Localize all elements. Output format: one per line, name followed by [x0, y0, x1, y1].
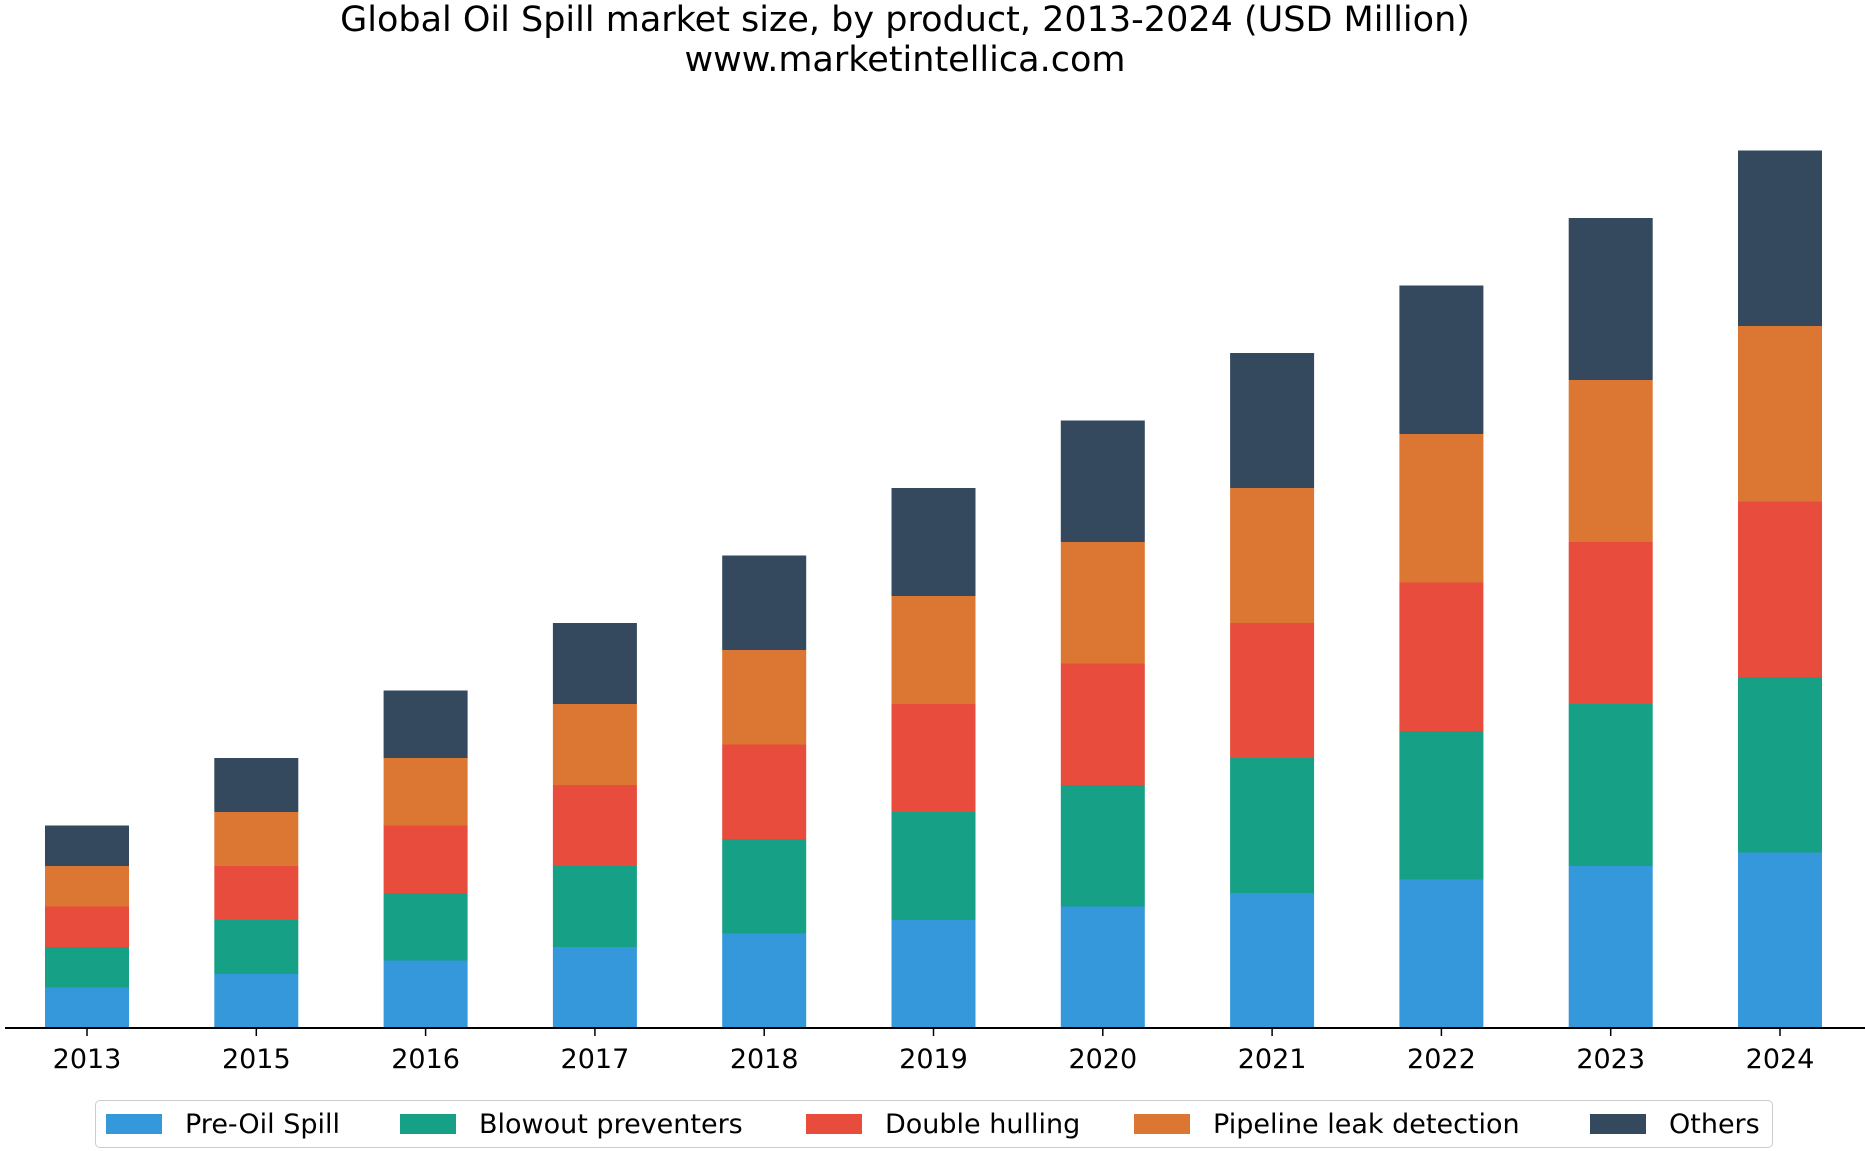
- bar-2021-double-hulling: [1230, 623, 1315, 758]
- x-tick-label-2019: 2019: [899, 1044, 968, 1075]
- chart-subtitle: www.marketintellica.com: [684, 40, 1126, 80]
- bar-2016-pre-oil-spill: [383, 960, 468, 1028]
- x-tick-label-2017: 2017: [561, 1044, 630, 1075]
- bar-2023-pipeline-leak-detection: [1568, 380, 1653, 542]
- bar-2021-pipeline-leak-detection: [1230, 488, 1315, 623]
- bar-2017-pipeline-leak-detection: [552, 704, 637, 785]
- legend-label: Others: [1669, 1108, 1760, 1140]
- bar-2013-pre-oil-spill: [45, 987, 129, 1028]
- chart-title: Global Oil Spill market size, by product…: [340, 0, 1470, 40]
- x-tick-label-2013: 2013: [53, 1044, 122, 1075]
- x-tick-label-2021: 2021: [1238, 1044, 1307, 1075]
- x-tick-label-2016: 2016: [391, 1044, 460, 1075]
- bar-2024-pipeline-leak-detection: [1738, 326, 1822, 502]
- bar-2016-others: [383, 690, 468, 758]
- bar-2021-blowout-preventers: [1230, 758, 1315, 893]
- bar-2024-others: [1738, 150, 1822, 326]
- bar-2019-double-hulling: [891, 704, 976, 812]
- bar-2015-pre-oil-spill: [214, 974, 299, 1028]
- legend-swatch: [1590, 1114, 1646, 1134]
- bar-2013-others: [45, 825, 129, 866]
- bar-2015-blowout-preventers: [214, 920, 299, 974]
- bar-2023-blowout-preventers: [1568, 704, 1653, 866]
- x-tick-label-2024: 2024: [1746, 1044, 1815, 1075]
- legend-label: Blowout preventers: [479, 1108, 743, 1140]
- x-tick-label-2018: 2018: [730, 1044, 799, 1075]
- bar-2015-double-hulling: [214, 866, 299, 920]
- plot-area: 2013 2015 2016 2017 2018 2019 2020 2021 2022 2023…: [5, 150, 1865, 1075]
- bar-2016-pipeline-leak-detection: [383, 758, 468, 826]
- bar-2013-double-hulling: [45, 906, 129, 947]
- bar-2022-double-hulling: [1399, 582, 1484, 731]
- bar-2015-pipeline-leak-detection: [214, 812, 299, 866]
- x-tick-label-2023: 2023: [1576, 1044, 1645, 1075]
- bar-2018-pipeline-leak-detection: [722, 650, 807, 745]
- bar-2020-double-hulling: [1060, 663, 1145, 785]
- legend-item-others: Others: [1590, 1101, 1760, 1147]
- bar-2019-pre-oil-spill: [891, 920, 976, 1028]
- bar-2020-others: [1060, 420, 1145, 542]
- bar-2013-pipeline-leak-detection: [45, 866, 129, 907]
- bar-2022-pipeline-leak-detection: [1399, 434, 1484, 583]
- bar-2020-pre-oil-spill: [1060, 906, 1145, 1028]
- x-axis-ticks: 2013 2015 2016 2017 2018 2019 2020 2021 2022 2023…: [53, 1028, 1815, 1075]
- bar-2018-pre-oil-spill: [722, 933, 807, 1028]
- bar-2020-pipeline-leak-detection: [1060, 542, 1145, 664]
- legend-item-blowout-preventers: Blowout preventers: [400, 1101, 743, 1147]
- bar-2017-others: [552, 623, 637, 704]
- legend-swatch: [806, 1114, 862, 1134]
- legend-swatch: [106, 1114, 162, 1134]
- bars-group: [45, 150, 1822, 1028]
- bar-2024-blowout-preventers: [1738, 677, 1822, 853]
- legend: Pre-Oil Spill Blowout preventers Double hu…: [95, 1100, 1773, 1148]
- bar-2019-pipeline-leak-detection: [891, 596, 976, 704]
- bar-2022-others: [1399, 285, 1484, 434]
- x-tick-label-2015: 2015: [222, 1044, 291, 1075]
- bar-2021-others: [1230, 353, 1315, 488]
- bar-2018-blowout-preventers: [722, 839, 807, 934]
- legend-item-pipeline-leak-detection: Pipeline leak detection: [1134, 1101, 1520, 1147]
- bar-2023-others: [1568, 218, 1653, 380]
- x-tick-label-2020: 2020: [1068, 1044, 1137, 1075]
- bar-2019-blowout-preventers: [891, 812, 976, 920]
- bar-2016-double-hulling: [383, 825, 468, 893]
- legend-label: Pre-Oil Spill: [185, 1108, 341, 1140]
- bar-2018-others: [722, 555, 807, 650]
- bar-2024-pre-oil-spill: [1738, 852, 1822, 1028]
- legend-item-pre-oil-spill: Pre-Oil Spill: [106, 1101, 340, 1147]
- bar-2023-pre-oil-spill: [1568, 866, 1653, 1028]
- bar-2017-double-hulling: [552, 785, 637, 866]
- x-tick-label-2022: 2022: [1407, 1044, 1476, 1075]
- bar-2021-pre-oil-spill: [1230, 893, 1315, 1028]
- bar-2020-blowout-preventers: [1060, 785, 1145, 907]
- bar-2022-pre-oil-spill: [1399, 879, 1484, 1028]
- bar-2017-blowout-preventers: [552, 866, 637, 947]
- legend-swatch: [1134, 1114, 1190, 1134]
- bar-2019-others: [891, 488, 976, 596]
- legend-swatch: [400, 1114, 456, 1134]
- legend-item-double-hulling: Double hulling: [806, 1101, 1080, 1147]
- legend-label: Double hulling: [885, 1108, 1081, 1140]
- bar-2016-blowout-preventers: [383, 893, 468, 961]
- legend-label: Pipeline leak detection: [1213, 1108, 1520, 1140]
- bar-2022-blowout-preventers: [1399, 731, 1484, 880]
- bar-2018-double-hulling: [722, 744, 807, 839]
- bar-2017-pre-oil-spill: [552, 947, 637, 1028]
- bar-2015-others: [214, 758, 299, 812]
- bar-2013-blowout-preventers: [45, 947, 129, 988]
- bar-2023-double-hulling: [1568, 542, 1653, 704]
- bar-2024-double-hulling: [1738, 501, 1822, 677]
